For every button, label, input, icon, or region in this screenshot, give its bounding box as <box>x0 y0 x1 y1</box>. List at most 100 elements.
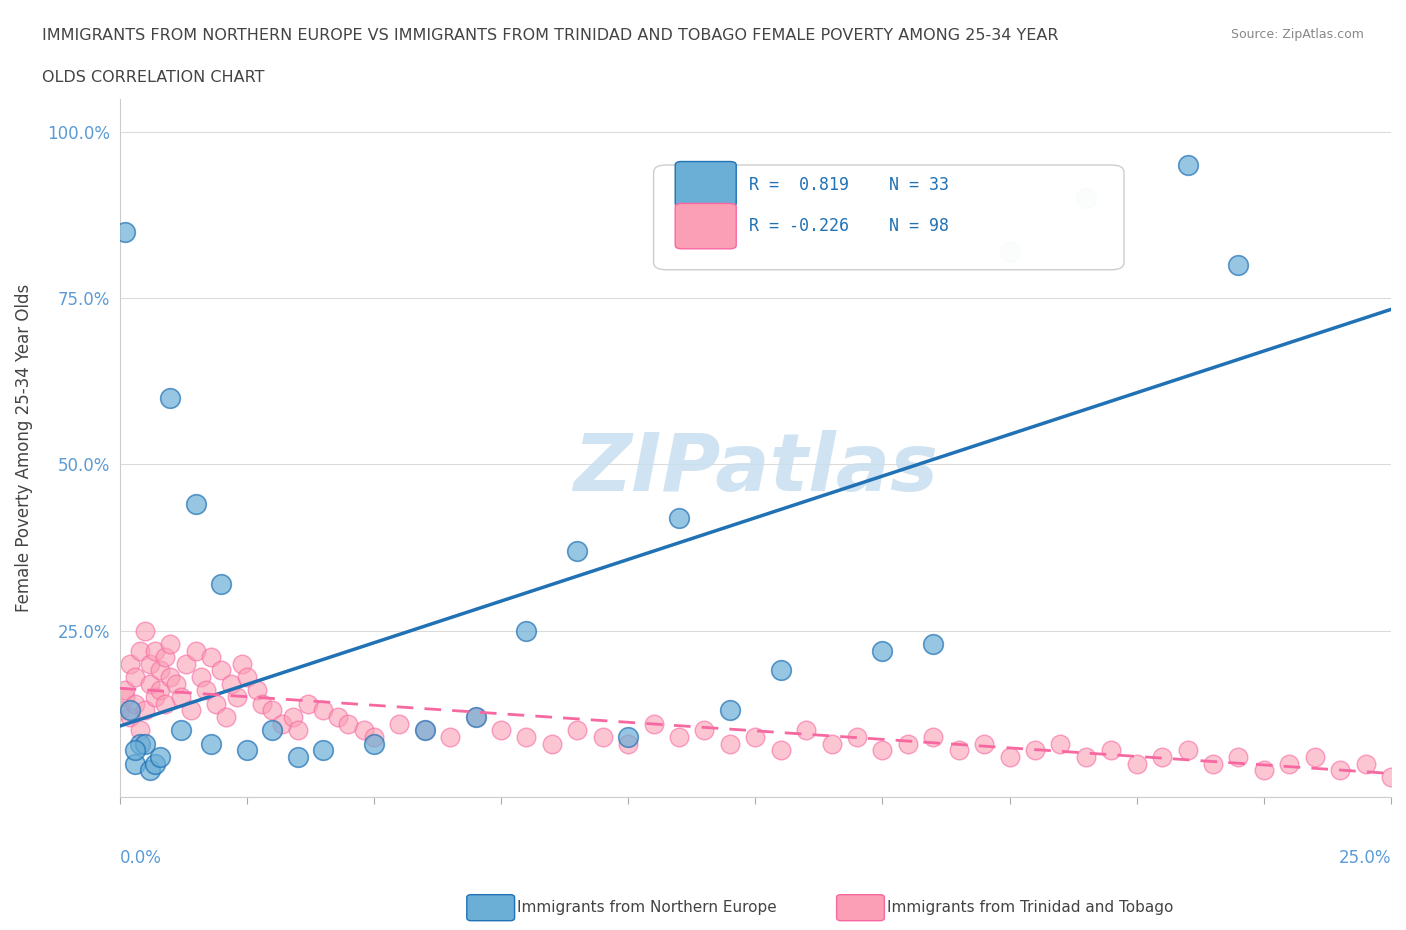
Point <box>169 690 191 705</box>
Point <box>1152 750 1174 764</box>
Point <box>693 723 716 737</box>
Point <box>1227 750 1250 764</box>
Point <box>998 750 1021 764</box>
Point <box>1202 756 1225 771</box>
FancyBboxPatch shape <box>654 165 1123 270</box>
Point <box>134 623 156 638</box>
Point <box>718 737 741 751</box>
Point <box>124 743 146 758</box>
Point <box>1278 756 1301 771</box>
Point <box>413 723 436 737</box>
Point <box>897 737 920 751</box>
Point <box>180 703 202 718</box>
Point <box>1227 258 1250 272</box>
Point <box>388 716 411 731</box>
FancyBboxPatch shape <box>675 162 737 206</box>
Point <box>124 670 146 684</box>
Point <box>149 683 172 698</box>
Point <box>439 729 461 744</box>
Point <box>129 643 152 658</box>
Text: R =  0.819    N = 33: R = 0.819 N = 33 <box>749 176 949 193</box>
Point <box>515 729 537 744</box>
Point <box>287 750 309 764</box>
Point <box>794 723 817 737</box>
Point <box>363 737 385 751</box>
Point <box>973 737 995 751</box>
Point <box>184 643 207 658</box>
Point <box>328 710 350 724</box>
Point <box>1049 737 1071 751</box>
Point <box>592 729 614 744</box>
Point <box>281 710 304 724</box>
Point <box>139 676 162 691</box>
Text: 0.0%: 0.0% <box>120 849 162 867</box>
Point <box>413 723 436 737</box>
Point <box>567 543 589 558</box>
Point <box>363 729 385 744</box>
Point <box>225 690 247 705</box>
Point <box>1024 743 1046 758</box>
Point <box>820 737 842 751</box>
Text: 25.0%: 25.0% <box>1339 849 1391 867</box>
Point <box>1253 763 1275 777</box>
Point <box>235 743 257 758</box>
Point <box>205 697 228 711</box>
Point <box>246 683 269 698</box>
Point <box>114 683 136 698</box>
Point <box>155 650 177 665</box>
Point <box>143 756 166 771</box>
Point <box>617 729 640 744</box>
Point <box>1329 763 1351 777</box>
Point <box>1379 769 1402 784</box>
Point <box>1125 756 1147 771</box>
Point <box>744 729 766 744</box>
Point <box>118 703 141 718</box>
Point <box>297 697 319 711</box>
Point <box>159 670 181 684</box>
Point <box>231 657 253 671</box>
Point <box>200 650 222 665</box>
Point <box>114 224 136 239</box>
Point <box>155 697 177 711</box>
Point <box>515 623 537 638</box>
Point <box>118 657 141 671</box>
Point <box>159 636 181 651</box>
Point <box>143 690 166 705</box>
Point <box>159 391 181 405</box>
Point <box>235 670 257 684</box>
Point <box>872 743 894 758</box>
Point <box>668 511 690 525</box>
Point <box>169 723 191 737</box>
Point <box>1177 158 1199 173</box>
Point <box>124 756 146 771</box>
Point <box>353 723 375 737</box>
Point <box>114 690 136 705</box>
Point <box>215 710 238 724</box>
Text: R = -0.226    N = 98: R = -0.226 N = 98 <box>749 218 949 235</box>
Point <box>149 750 172 764</box>
Point <box>209 663 232 678</box>
Point <box>195 683 218 698</box>
Text: Immigrants from Northern Europe: Immigrants from Northern Europe <box>517 900 778 915</box>
Text: Source: ZipAtlas.com: Source: ZipAtlas.com <box>1230 28 1364 41</box>
Point <box>1354 756 1376 771</box>
Point <box>567 723 589 737</box>
Y-axis label: Female Poverty Among 25-34 Year Olds: Female Poverty Among 25-34 Year Olds <box>15 284 32 612</box>
Point <box>209 577 232 591</box>
Point <box>139 657 162 671</box>
Point <box>312 743 335 758</box>
Point <box>1099 743 1122 758</box>
Point <box>134 703 156 718</box>
Point <box>139 763 162 777</box>
Point <box>922 636 945 651</box>
Point <box>464 710 486 724</box>
Point <box>1177 743 1199 758</box>
Point <box>184 497 207 512</box>
Point <box>769 663 792 678</box>
Point <box>124 697 146 711</box>
Point <box>271 716 294 731</box>
Point <box>1074 750 1097 764</box>
Point <box>149 663 172 678</box>
Point <box>489 723 512 737</box>
Point <box>143 643 166 658</box>
